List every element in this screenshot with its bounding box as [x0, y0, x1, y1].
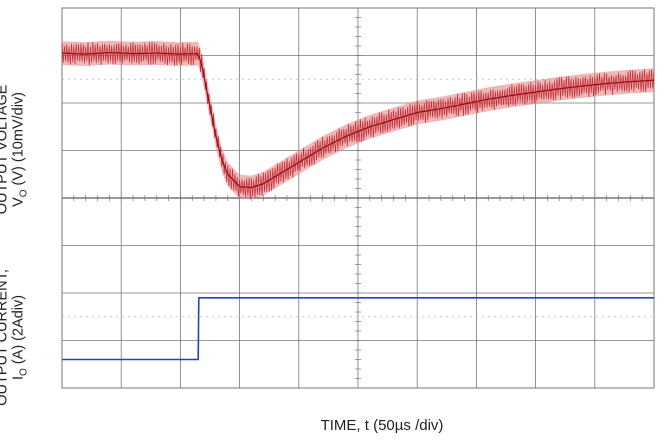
voltage-subscript: O [18, 189, 30, 198]
oscilloscope-plot [61, 7, 655, 389]
voltage-mean-line [61, 52, 655, 189]
bottom-panel-ylabel-line1: OUTPUT CURRENT, [0, 269, 11, 406]
top-panel-ylabel-line2: VO (V) (10mV/div) [11, 49, 30, 249]
x-axis-label: TIME, t (50µs /div) [320, 417, 444, 434]
top-panel-ylabel: OUTPUT VOLTAGE VO (V) (10mV/div) [0, 49, 29, 249]
top-panel-ylabel-line1: OUTPUT VOLTAGE [0, 84, 11, 215]
current-symbol: I [10, 375, 27, 381]
voltage-trace [61, 40, 655, 200]
voltage-ripple-line [61, 41, 655, 199]
bottom-panel-ylabel: OUTPUT CURRENT, IO (A) (2Adiv) [0, 237, 29, 437]
current-trace [62, 297, 654, 361]
current-subscript: O [18, 368, 30, 376]
voltage-scale: (V) (10mV/div) [10, 91, 27, 190]
current-step-line [62, 297, 654, 361]
voltage-ripple-envelope [62, 40, 654, 200]
bottom-panel-ylabel-line2: IO (A) (2Adiv) [11, 237, 30, 437]
voltage-symbol: V [10, 197, 27, 207]
current-scale: (A) (2Adiv) [10, 294, 27, 369]
